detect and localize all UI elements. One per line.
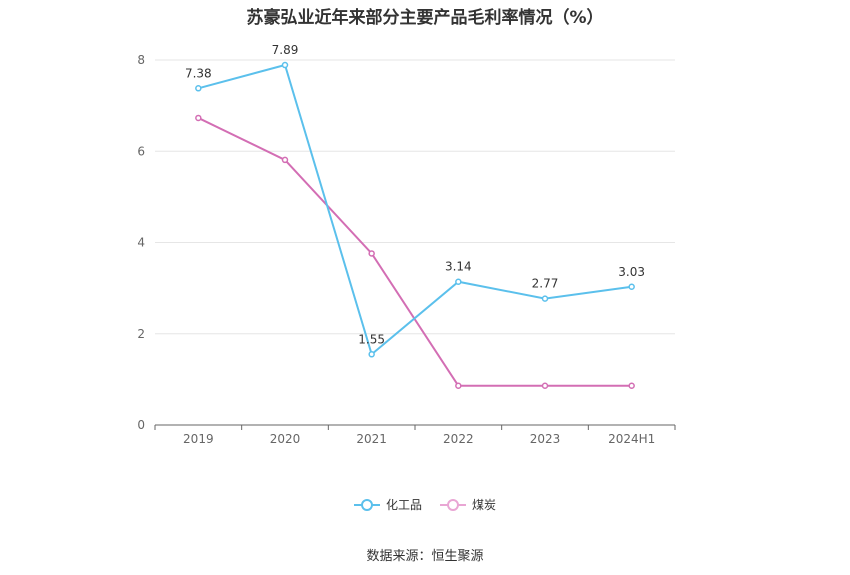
data-point-1 [455,382,462,390]
data-point-1 [541,382,549,390]
data-point-1 [281,156,289,164]
data-point-0 [281,61,289,69]
legend-label-coal: 煤炭 [472,498,497,512]
legend-item-chemicals[interactable]: 化工品 [353,496,422,513]
data-label: 7.89 [272,43,299,57]
x-tick-label: 2020 [270,432,301,446]
x-tick-label: 2019 [183,432,214,446]
data-label: 1.55 [358,332,385,346]
y-tick-label: 4 [137,236,145,250]
data-label: 3.03 [618,265,645,279]
data-point-0 [368,351,375,358]
data-point-1 [628,382,635,390]
x-tick-label: 2021 [356,432,387,446]
x-tick-label: 2022 [443,432,474,446]
y-tick-label: 2 [137,327,145,341]
y-tick-label: 6 [137,144,145,158]
y-tick-label: 0 [137,418,145,432]
data-point-0 [628,283,635,291]
data-point-1 [368,250,375,257]
data-point-1 [195,114,202,122]
data-point-0 [455,278,462,285]
data-point-0 [541,295,549,302]
data-point-0 [195,85,202,92]
line-chart: 0 2 4 6 8 2019 2020 2021 2022 2023 2024H1 7.38 7.89 1… [137,43,676,446]
series-line-1 [197,117,632,387]
series-line-0 [198,63,632,357]
legend-marker-coal [440,498,466,511]
data-label: 2.77 [532,277,559,291]
legend: 化工品 煤炭 [0,496,850,513]
x-tick-label: 2024H1 [608,432,655,446]
chart-title: 苏豪弘业近年来部分主要产品毛利率情况（%） [246,8,604,28]
legend-label-chemicals: 化工品 [385,498,422,512]
source-note: 数据来源：恒生聚源 [366,549,484,564]
data-label: 7.38 [185,66,212,80]
legend-marker-chemicals [353,498,380,511]
y-tick-label: 8 [137,53,145,67]
x-tick-label: 2023 [530,432,561,446]
data-label: 3.14 [445,260,472,274]
legend-item-coal[interactable]: 煤炭 [440,496,496,513]
